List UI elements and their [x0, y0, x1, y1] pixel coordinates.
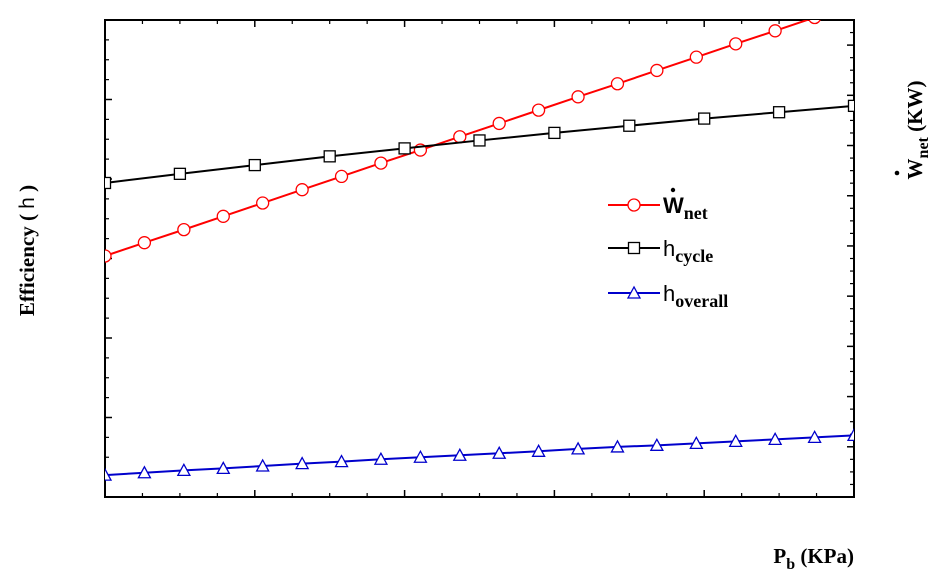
- data-point-marker: [768, 24, 782, 38]
- data-point-marker: [413, 449, 428, 463]
- data-point-marker: [105, 249, 112, 263]
- data-point-marker: [848, 0, 860, 10]
- data-point-marker: [398, 142, 411, 155]
- legend-marker: [627, 241, 641, 255]
- data-point-marker: [610, 77, 625, 91]
- data-point-marker: [492, 445, 507, 459]
- data-point-marker: [105, 176, 112, 190]
- data-point-marker: [548, 126, 561, 140]
- data-point-marker: [610, 439, 625, 453]
- data-point-marker: [256, 196, 270, 210]
- legend-marker: [626, 285, 642, 299]
- data-point-marker: [173, 167, 187, 180]
- data-point-marker: [571, 90, 585, 104]
- x-axis-title: Pb (KPa): [773, 544, 854, 571]
- series-line: [105, 434, 854, 477]
- series-square-cycle: [105, 99, 854, 190]
- legend-w-dot-accent: [670, 187, 676, 193]
- data-point-marker: [295, 456, 310, 470]
- data-point-marker: [768, 432, 783, 446]
- data-point-marker: [570, 441, 586, 455]
- legend: Wnet hcycle hoverall: [608, 187, 728, 311]
- legend-label: hoverall: [663, 281, 728, 311]
- data-point-marker: [847, 99, 854, 113]
- legend-label: hcycle: [663, 236, 713, 266]
- data-point-marker: [374, 156, 388, 170]
- data-point-marker: [453, 130, 467, 144]
- data-point-marker: [689, 435, 704, 449]
- legend-entry-net: Wnet: [608, 187, 708, 223]
- plot-area: [105, 20, 854, 497]
- data-point-marker: [176, 463, 191, 477]
- data-point-marker: [649, 437, 664, 451]
- data-point-marker: [105, 467, 113, 481]
- data-point-marker: [216, 461, 231, 475]
- data-point-marker: [216, 209, 230, 223]
- plot-background: [105, 20, 854, 497]
- data-point-marker: [729, 37, 743, 51]
- data-point-marker: [373, 451, 389, 465]
- series-line: [105, 20, 811, 257]
- data-point-marker: [807, 430, 822, 444]
- data-point-marker: [531, 103, 546, 117]
- data-point-marker: [698, 112, 711, 125]
- legend-entry-cycle: hcycle: [608, 236, 713, 266]
- data-point-marker: [623, 119, 636, 132]
- data-point-marker: [689, 50, 703, 64]
- data-point-marker: [452, 447, 467, 461]
- data-point-marker: [650, 63, 664, 78]
- data-point-marker: [492, 116, 506, 131]
- legend-entry-overall: hoverall: [608, 281, 728, 311]
- series-group: [105, 0, 860, 481]
- series-circle-net: [105, 0, 860, 263]
- data-point-marker: [772, 106, 786, 119]
- data-point-marker: [808, 20, 821, 25]
- data-point-marker: [531, 443, 546, 457]
- data-point-marker: [323, 150, 336, 163]
- axes: Pb (KPa) Efficiency ( h ) Wnet (KW): [15, 19, 932, 571]
- data-point-marker: [473, 134, 486, 147]
- data-point-marker: [248, 158, 261, 172]
- data-point-marker: [334, 454, 349, 468]
- series-triangle-overall: [105, 428, 854, 481]
- data-point-marker: [137, 236, 152, 250]
- data-point-marker: [177, 222, 191, 237]
- data-point-marker: [846, 428, 854, 442]
- legend-marker: [627, 198, 641, 212]
- legend-label: Wnet: [663, 193, 708, 223]
- data-point-marker: [295, 183, 309, 197]
- w-dot-accent: [894, 170, 900, 176]
- data-point-marker: [728, 433, 743, 448]
- y-right-axis-title: Wnet (KW): [903, 81, 932, 180]
- data-point-marker: [334, 169, 349, 184]
- data-point-marker: [137, 465, 152, 479]
- y-left-axis-title: Efficiency ( h ): [15, 185, 39, 316]
- data-point-marker: [255, 458, 270, 472]
